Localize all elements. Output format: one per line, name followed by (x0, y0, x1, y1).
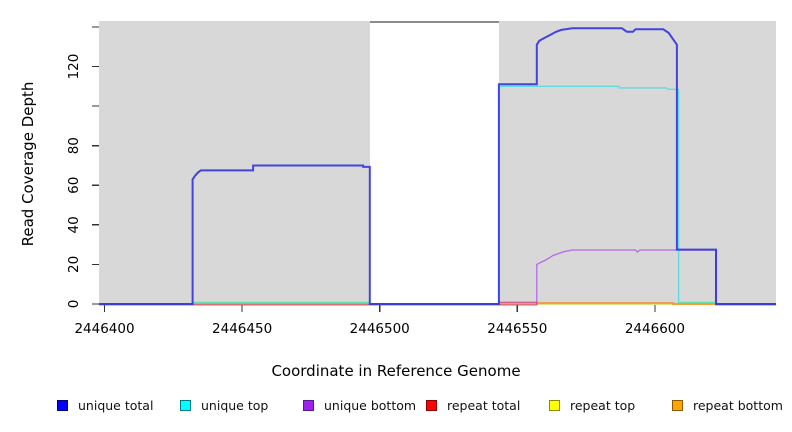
x-tick-label: 2446400 (74, 321, 134, 337)
legend-label: repeat bottom (693, 398, 783, 413)
series-unique-top (99, 85, 776, 305)
y-tick-label: 120 (66, 54, 82, 80)
legend-label: unique total (78, 398, 154, 413)
legend-label: unique top (201, 398, 269, 413)
y-tick-label: 60 (66, 177, 82, 194)
legend-item-repeat-bottom: repeat bottom (672, 398, 792, 413)
repeat-total-swatch-icon (426, 400, 437, 411)
y-tick-label: 40 (66, 216, 82, 233)
y-tick-label: 80 (66, 137, 82, 154)
y-axis-title: Read Coverage Depth (19, 81, 37, 247)
x-tick-label: 2446500 (350, 321, 410, 337)
unique-top-swatch-icon (180, 400, 191, 411)
legend-item-unique-total: unique total (57, 398, 180, 413)
legend-item-unique-bottom: unique bottom (303, 398, 426, 413)
x-tick-label: 2446550 (487, 321, 547, 337)
unique-total-swatch-icon (57, 400, 68, 411)
repeat-bottom-swatch-icon (672, 400, 683, 411)
x-tick-label: 2446600 (625, 321, 685, 337)
legend-label: unique bottom (324, 398, 417, 413)
covered-region (498, 21, 776, 305)
legend-item-repeat-top: repeat top (549, 398, 672, 413)
y-tick-label: 0 (66, 300, 82, 309)
y-tick-label: 20 (66, 256, 82, 273)
repeat-top-swatch-icon (549, 400, 560, 411)
covered-region (99, 21, 370, 305)
x-tick-label: 2446450 (212, 321, 272, 337)
unique-bottom-swatch-icon (303, 400, 314, 411)
series-unique-total (99, 27, 776, 305)
legend-label: repeat top (570, 398, 636, 413)
legend: unique total unique top unique bottom re… (57, 398, 792, 413)
x-axis-title: Coordinate in Reference Genome (271, 362, 521, 380)
legend-label: repeat total (447, 398, 521, 413)
legend-item-repeat-total: repeat total (426, 398, 549, 413)
legend-item-unique-top: unique top (180, 398, 303, 413)
